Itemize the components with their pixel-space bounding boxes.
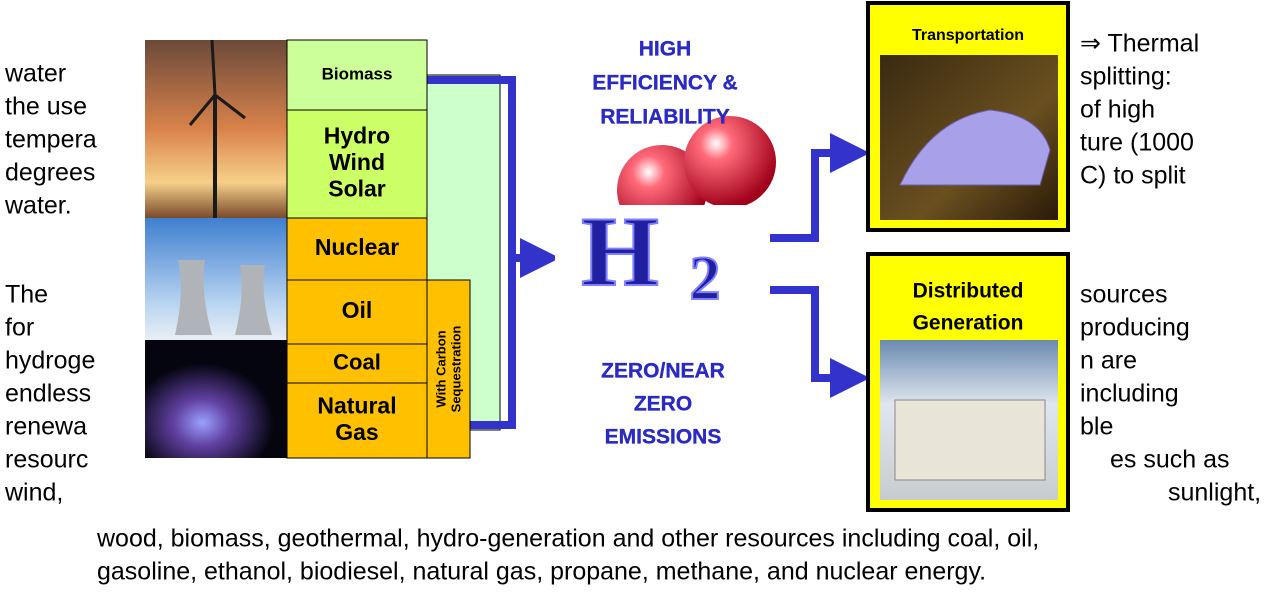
body-text: gasoline, ethanol, biodiesel, natural ga… bbox=[97, 558, 986, 586]
body-text: producing bbox=[1080, 314, 1190, 342]
body-text: sources bbox=[1080, 281, 1168, 309]
body-text: wood, biomass, geothermal, hydro-generat… bbox=[96, 525, 1039, 553]
benefit-label: ZERO bbox=[634, 393, 692, 416]
source-label: Natural bbox=[317, 392, 396, 418]
body-text: for bbox=[5, 314, 34, 342]
body-text: ture (1000 bbox=[1080, 129, 1194, 157]
body-text: wind, bbox=[4, 479, 63, 507]
arrow bbox=[770, 290, 850, 378]
source-label: Coal bbox=[333, 349, 381, 374]
body-text: splitting: bbox=[1080, 63, 1172, 91]
body-text: C) to split bbox=[1080, 162, 1186, 190]
body-text: resourc bbox=[5, 446, 88, 474]
body-text: of high bbox=[1080, 96, 1155, 124]
benefit-label: EMISSIONS bbox=[605, 426, 722, 449]
sequestration-label: With Carbon bbox=[433, 330, 448, 407]
body-text: hydroge bbox=[5, 347, 95, 375]
source-label: Gas bbox=[335, 419, 378, 445]
use-label: Transportation bbox=[912, 27, 1024, 44]
arrow bbox=[770, 153, 850, 238]
use-label: Distributed bbox=[913, 280, 1024, 303]
body-text: ⇒ Thermal bbox=[1080, 30, 1199, 58]
body-text: including bbox=[1080, 380, 1179, 408]
sequestration-label: Sequestration bbox=[448, 326, 463, 413]
generators bbox=[895, 400, 1045, 480]
body-text: sunlight, bbox=[1168, 479, 1261, 507]
source-label: Biomass bbox=[322, 64, 393, 83]
page: Biomass HydroWindSolar Nuclear Oil Coal Natur… bbox=[0, 0, 1269, 604]
source-label: Hydro bbox=[324, 123, 390, 149]
sphere bbox=[684, 116, 776, 208]
body-text: es such as bbox=[1110, 446, 1230, 474]
body-text: degrees bbox=[5, 159, 95, 187]
body-text: endless bbox=[5, 380, 91, 408]
body-text: water. bbox=[4, 192, 72, 220]
body-text: tempera bbox=[5, 126, 97, 154]
benefit-label: ZERO/NEAR bbox=[601, 360, 725, 383]
source-label: Nuclear bbox=[315, 234, 399, 260]
body-text: the use bbox=[5, 93, 87, 121]
body-text: water bbox=[4, 60, 66, 88]
benefit-label: EFFICIENCY & bbox=[592, 72, 737, 95]
benefit-label: RELIABILITY bbox=[600, 106, 730, 129]
use-label: Generation bbox=[913, 312, 1024, 335]
body-text: renewa bbox=[5, 413, 87, 441]
body-text: ble bbox=[1080, 413, 1113, 441]
benefit-label: HIGH bbox=[639, 38, 692, 61]
body-text: n are bbox=[1080, 347, 1137, 375]
h2-symbol: H bbox=[581, 196, 659, 307]
flame-photo bbox=[145, 340, 288, 458]
h2-subscript: 2 bbox=[690, 245, 721, 313]
body-text: The bbox=[5, 281, 48, 309]
source-label: Oil bbox=[342, 297, 373, 323]
source-label: Wind bbox=[329, 149, 385, 175]
source-label: Solar bbox=[328, 176, 386, 202]
